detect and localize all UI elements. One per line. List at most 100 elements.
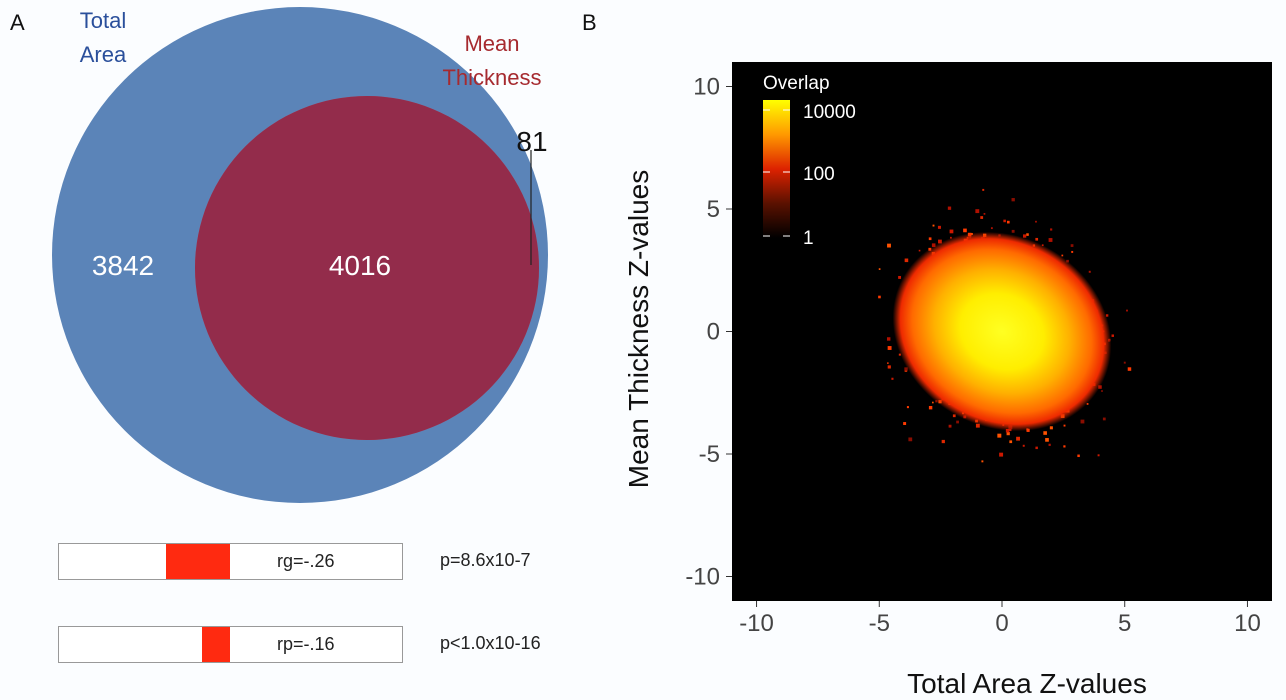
density-speckle [1063, 445, 1066, 448]
density-speckle [938, 239, 942, 244]
density-speckle [932, 224, 935, 227]
density-speckle [1006, 431, 1010, 436]
density-speckle [898, 353, 901, 356]
density-speckle [999, 452, 1004, 457]
density-speckle [1111, 334, 1114, 337]
density-speckle [898, 275, 902, 279]
density-speckle [878, 295, 881, 299]
p-value-rp: p<1.0x10-16 [440, 633, 541, 653]
x-axis: -10 -5 0 5 10 [739, 601, 1261, 637]
legend-title: Overlap [763, 73, 830, 94]
density-speckle [952, 414, 956, 418]
y-tick-label: 0 [707, 319, 720, 346]
density-speckle [980, 216, 984, 219]
density-speckle [1088, 270, 1091, 273]
density-speckle [1011, 198, 1015, 202]
panel-a-letter: A [10, 10, 25, 35]
venn-label-total-area: Total Area [79, 8, 127, 67]
density-speckle [941, 439, 945, 444]
x-tick-label: -5 [869, 610, 890, 637]
density-speckle [904, 367, 908, 371]
x-axis-label: Total Area Z-values [907, 668, 1147, 699]
density-speckle [931, 243, 936, 247]
density-speckle [982, 188, 985, 191]
density-speckle [1063, 424, 1066, 427]
density-speckle [937, 225, 941, 229]
venn-overlap-region [195, 96, 539, 440]
density-speckle [918, 249, 921, 252]
y-tick-label: 5 [707, 196, 720, 223]
y-axis-label: Mean Thickness Z-values [623, 169, 654, 489]
density-speckle [947, 206, 952, 210]
density-speckle [906, 406, 909, 409]
density-speckle [1102, 417, 1106, 421]
density-speckle [891, 377, 894, 380]
density-speckle [1003, 219, 1006, 223]
density-speckle [1080, 419, 1085, 424]
density-speckle [1035, 220, 1037, 223]
x-tick-label: 10 [1234, 610, 1261, 637]
density-speckle [1105, 314, 1109, 317]
density-speckle [932, 401, 934, 404]
density-speckle [950, 236, 952, 239]
x-tick-label: 0 [995, 610, 1008, 637]
density-speckle [1006, 220, 1010, 224]
density-speckle [1050, 228, 1053, 231]
y-tick-label: -10 [685, 564, 720, 591]
density-speckle [903, 422, 907, 426]
density-speckle [1126, 309, 1128, 312]
density-speckle [1009, 440, 1013, 444]
density-speckle [948, 424, 952, 428]
correlation-bar-fill-rp [202, 627, 230, 662]
y-tick-label: 10 [693, 74, 720, 101]
venn-diagram [52, 7, 548, 503]
density-speckle [1071, 250, 1074, 253]
x-tick-label: 5 [1118, 610, 1131, 637]
correlation-bar-rg: rg=-.26 [58, 543, 403, 580]
density-speckle [1035, 237, 1039, 241]
density-speckle [1061, 254, 1064, 257]
density-speckle [963, 228, 967, 233]
density-speckle [1048, 443, 1051, 446]
density-speckle [1043, 431, 1047, 435]
x-tick-label: -10 [739, 610, 774, 637]
venn-count-only-total-area: 3842 [91, 250, 155, 281]
legend-tick-label: 100 [803, 164, 835, 185]
density-speckle [928, 237, 932, 241]
correlation-bar-label-rp: rp=-.16 [277, 634, 335, 654]
density-speckle [1026, 233, 1029, 236]
density-speckle [1022, 234, 1027, 238]
density-speckle [949, 229, 954, 234]
density-speckle [1101, 390, 1103, 392]
y-tick-label: -5 [699, 441, 720, 468]
density-core [892, 231, 1112, 432]
density-speckle [1048, 238, 1053, 242]
density-speckle [878, 268, 881, 270]
density-speckle [1016, 436, 1020, 441]
correlation-bar-rp: rp=-.16 [58, 626, 403, 663]
density-speckle [1045, 438, 1049, 442]
density-speckle [887, 243, 891, 248]
density-speckle [887, 362, 889, 364]
density-speckle [1097, 454, 1100, 457]
density-speckle [1022, 444, 1025, 447]
correlation-bar-fill-rg [166, 544, 230, 579]
density-speckle [956, 420, 959, 424]
p-value-rg: p=8.6x10-7 [440, 550, 531, 570]
density-speckle [887, 365, 891, 369]
correlation-bar-label-rg: rg=-.26 [277, 551, 335, 571]
density-speckle [990, 227, 993, 230]
density-speckle [1070, 244, 1074, 247]
density-speckle [928, 405, 933, 410]
density-speckle [1127, 367, 1132, 371]
venn-count-overlap: 4016 [328, 250, 392, 281]
density-speckle [904, 258, 909, 263]
legend-color-bar [763, 100, 790, 238]
density-speckle [997, 433, 1002, 438]
density-speckle [908, 437, 913, 442]
y-axis: 10 5 0 -5 -10 [685, 74, 732, 591]
density-speckle [1077, 454, 1080, 458]
density-speckle [975, 423, 980, 428]
density-speckle [1035, 446, 1038, 450]
